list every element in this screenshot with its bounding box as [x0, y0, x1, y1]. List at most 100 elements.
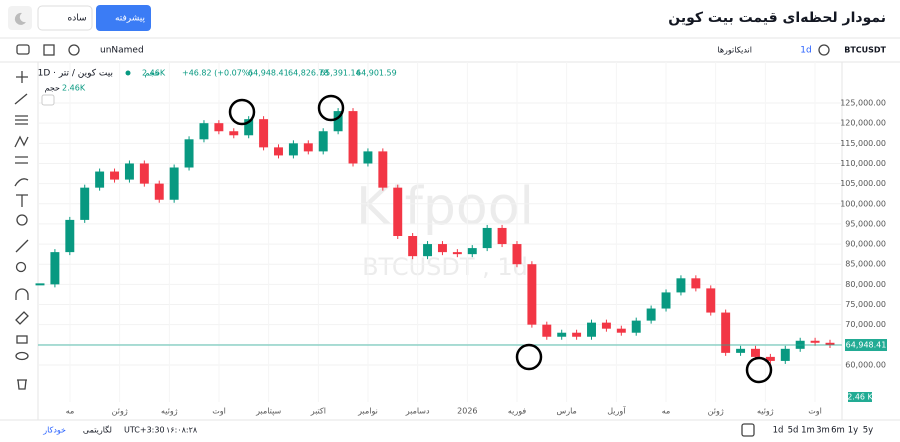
range-button[interactable]: 1y — [848, 426, 858, 436]
range-button[interactable]: 3m — [816, 426, 830, 436]
candle — [80, 187, 90, 220]
magnet-tool[interactable] — [15, 288, 29, 300]
y-tick-label: 115,000.00 — [840, 139, 886, 148]
simple-label: ساده — [67, 14, 86, 24]
candle — [810, 340, 820, 343]
add-symbol[interactable] — [818, 44, 830, 56]
legend-change: +46.82 (+0.07%) — [182, 69, 253, 78]
x-tick-label: فوریه — [508, 407, 527, 416]
simple-button[interactable] — [37, 5, 93, 31]
y-tick-label: 110,000.00 — [840, 159, 886, 168]
candle — [378, 151, 388, 188]
auto-scale[interactable]: خودکار — [42, 426, 66, 435]
range-button[interactable]: 6m — [831, 426, 845, 436]
line-tool[interactable] — [14, 93, 28, 105]
candle — [825, 342, 835, 346]
delete-tool[interactable] — [17, 379, 27, 390]
crosshair-tool[interactable] — [16, 71, 28, 83]
lock-draw-tool[interactable] — [15, 311, 29, 325]
y-tick-label: 60,000.00 — [845, 360, 886, 369]
theme-toggle[interactable] — [8, 6, 32, 30]
drawing-tools — [14, 71, 29, 390]
zoom-tool[interactable] — [15, 261, 27, 273]
candles: 64,948.41 2.46 K — [35, 108, 887, 402]
text-tool[interactable] — [16, 194, 28, 207]
candle — [512, 244, 522, 265]
candle — [780, 348, 790, 361]
candle — [348, 111, 358, 164]
volume-row-label: حجم — [45, 84, 60, 93]
candle — [244, 119, 254, 136]
range-button[interactable]: 1d — [773, 426, 784, 436]
candle — [557, 332, 567, 337]
date-range-icon[interactable] — [741, 423, 755, 437]
volume-badge — [848, 392, 872, 402]
annotations — [228, 94, 773, 384]
y-tick-label: 85,000.00 — [845, 260, 886, 269]
candle — [482, 227, 492, 249]
legend-high: 65,391.14 — [320, 69, 361, 78]
y-tick-label: 80,000.00 — [845, 280, 886, 289]
x-tick-label: اکتبر — [310, 407, 326, 416]
annotation-circle — [745, 356, 773, 384]
range-button[interactable]: 5y — [863, 426, 873, 436]
legend-open: 64,901.59 — [356, 69, 397, 78]
fullscreen-icon[interactable] — [43, 44, 55, 56]
x-tick-label: سپتامبر — [255, 407, 281, 416]
candle — [661, 292, 671, 309]
fib-tool[interactable] — [15, 115, 28, 125]
candle — [646, 308, 656, 321]
indicators[interactable]: اندیکاتورها — [717, 46, 752, 55]
candle — [95, 171, 105, 188]
candle — [527, 264, 537, 325]
timezone[interactable]: UTC+3:30 — [124, 426, 165, 435]
candle — [497, 227, 507, 245]
legend-name: 1D · بیت کوین / تتر — [38, 69, 113, 79]
candle — [229, 131, 239, 136]
last-price-label: 64,948.41 — [846, 341, 887, 350]
brush-tool[interactable] — [14, 178, 29, 187]
x-tick-label: مارس — [556, 407, 576, 416]
log-scale[interactable]: لگاریتمی — [83, 425, 112, 435]
candle — [169, 167, 179, 200]
visibility-tool[interactable] — [15, 351, 29, 361]
settings-icon[interactable] — [68, 44, 80, 56]
camera-icon[interactable] — [16, 44, 30, 55]
projection-tool[interactable] — [15, 156, 28, 164]
layout-name[interactable]: unNamed — [100, 46, 144, 56]
candle — [408, 236, 418, 257]
y-tick-label: 90,000.00 — [845, 240, 886, 249]
page-title: نمودار لحظه‌ای قیمت بیت کوین — [668, 10, 886, 26]
symbol[interactable]: BTCUSDT — [844, 46, 886, 55]
legend-close: 64,948.41 — [248, 69, 289, 78]
range-button[interactable]: 1m — [801, 426, 815, 436]
interval[interactable]: 1d — [800, 46, 811, 56]
x-tick-label: اوت — [212, 407, 226, 416]
x-tick-label: مه — [662, 407, 671, 416]
last-price-badge — [845, 339, 887, 352]
collapse-legend[interactable] — [41, 94, 55, 106]
candle — [154, 183, 164, 200]
watermark-symbol: BTCUSDT , 1d — [362, 253, 528, 281]
emoji-tool[interactable] — [16, 214, 28, 226]
candle — [65, 219, 75, 253]
candle — [139, 163, 149, 184]
candle — [706, 288, 716, 313]
moon-icon — [14, 12, 26, 25]
legend-low: 64,826.78 — [288, 69, 329, 78]
ruler-tool[interactable] — [15, 239, 29, 253]
candle — [184, 139, 194, 168]
x-tick-label: آوریل — [607, 406, 626, 416]
candle — [736, 348, 746, 353]
advanced-button[interactable] — [96, 5, 151, 31]
candle — [214, 123, 224, 132]
range-button[interactable]: 5d — [788, 426, 799, 436]
y-tick-label: 120,000.00 — [840, 119, 886, 128]
annotation-circle — [228, 98, 256, 126]
advanced-label: پیشرفته — [115, 14, 146, 24]
lock-tool[interactable] — [16, 335, 28, 344]
legend-volume-label: حجم — [145, 69, 160, 78]
pattern-tool[interactable] — [14, 135, 29, 148]
